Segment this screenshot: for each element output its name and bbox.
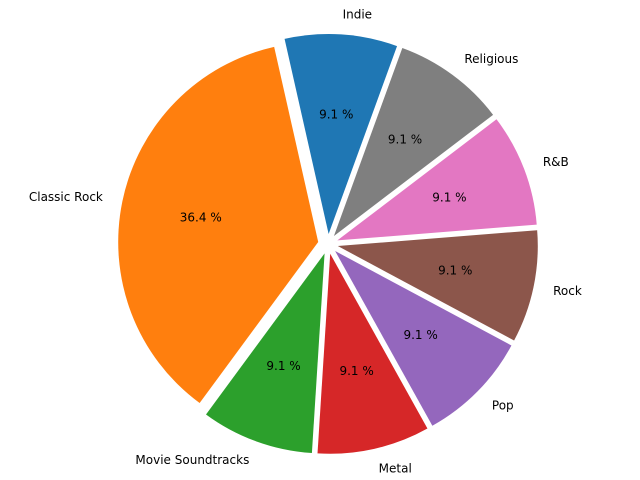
pie-percent-label-indie: 9.1 % (319, 107, 353, 121)
pie-slice-rock (337, 230, 538, 341)
slices-layer (118, 34, 538, 454)
pie-percent-label-metal: 9.1 % (339, 364, 373, 378)
pie-percent-label-religious: 9.1 % (388, 132, 422, 146)
pie-category-label-classic-rock: Classic Rock (29, 190, 103, 204)
labels-layer: 9.1 % Indie 36.4 % Classic Rock 9.1 % Movie S… (29, 7, 582, 475)
pie-slice-classic-rock (118, 46, 319, 404)
pie-slice-religious (333, 48, 494, 236)
pie-category-label-rock: Rock (553, 284, 582, 298)
pie-slice-randb (337, 119, 537, 241)
pie-slice-indie (284, 34, 398, 235)
pie-percent-label-pop: 9.1 % (403, 328, 437, 342)
pie-slice-metal (317, 253, 428, 454)
pie-category-label-indie: Indie (343, 7, 372, 21)
pie-percent-label-movie-soundtracks: 9.1 % (266, 359, 300, 373)
pie-slice-pop (335, 251, 512, 426)
pie-percent-label-classic-rock: 36.4 % (180, 210, 222, 224)
pie-category-label-randb: R&B (543, 155, 569, 169)
pie-category-label-movie-soundtracks: Movie Soundtracks (135, 453, 249, 467)
pie-category-label-religious: Religious (464, 52, 518, 66)
pie-percent-label-randb: 9.1 % (432, 191, 466, 205)
pie-slice-movie-soundtracks (205, 253, 325, 453)
pie-category-label-pop: Pop (492, 398, 514, 412)
pie-category-label-metal: Metal (379, 461, 412, 475)
pie-percent-label-rock: 9.1 % (438, 264, 472, 278)
